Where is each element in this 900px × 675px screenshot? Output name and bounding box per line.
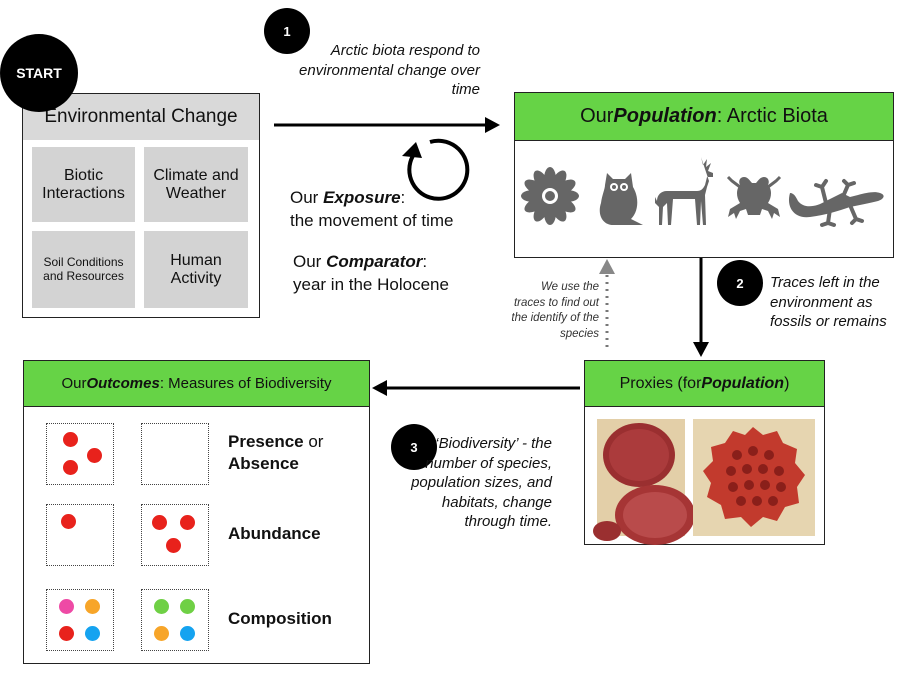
proxies-box: Proxies (for Population) <box>584 360 825 545</box>
comparator-desc: year in the Holocene <box>293 274 449 294</box>
start-label: START <box>16 65 62 81</box>
population-title: Our Population: Arctic Biota <box>515 93 893 141</box>
exposure-term: Exposure <box>323 188 401 207</box>
cell-soil-conditions: Soil Conditions and Resources <box>32 231 135 308</box>
step-number: 2 <box>736 275 744 291</box>
comparator-term: Comparator <box>326 252 423 271</box>
population-box: Our Population: Arctic Biota <box>514 92 894 258</box>
composition-label: Composition <box>228 609 332 628</box>
cell-human-activity: Human Activity <box>144 231 248 308</box>
cell-climate-weather: Climate and Weather <box>144 147 248 222</box>
exposure-desc: the movement of time <box>290 210 454 230</box>
composition-sample-1 <box>46 589 114 651</box>
step-3-badge: 3 <box>391 424 437 470</box>
presence-sample <box>46 423 114 485</box>
red-dot <box>63 432 78 447</box>
exposure-label: Our Exposure: the movement of time <box>290 187 453 233</box>
step-number: 3 <box>410 439 418 455</box>
red-dot <box>59 626 74 641</box>
cell-label: Human Activity <box>170 251 222 287</box>
orange-dot <box>154 626 169 641</box>
proxies-title: Proxies (for Population) <box>585 361 824 407</box>
step-2-badge: 2 <box>717 260 763 306</box>
red-dot <box>63 460 78 475</box>
red-dot <box>166 538 181 553</box>
green-dot <box>154 599 169 614</box>
red-dot <box>87 448 102 463</box>
cell-label: Biotic Interactions <box>42 166 125 202</box>
step-number: 1 <box>283 23 291 39</box>
green-dot <box>180 599 195 614</box>
pollen-image-1 <box>593 419 695 545</box>
red-dot <box>152 515 167 530</box>
pollen-image-2 <box>693 419 815 536</box>
outcomes-title: Our Outcomes: Measures of Biodiversity <box>24 361 369 407</box>
abundance-low-sample <box>46 504 114 566</box>
cycle-arrow-icon <box>402 138 470 201</box>
flower-icon <box>521 167 579 225</box>
cell-label: Climate and Weather <box>153 166 239 202</box>
presence-absence-label: Presence or Absence <box>228 432 324 474</box>
absence-sample <box>141 423 209 485</box>
blue-dot <box>180 626 195 641</box>
cell-biotic-interactions: Biotic Interactions <box>32 147 135 222</box>
deer-icon <box>655 157 713 225</box>
red-dot <box>61 514 76 529</box>
comparator-label: Our Comparator: year in the Holocene <box>293 251 449 297</box>
step-1-text: Arctic biota respond to environmental ch… <box>299 42 480 98</box>
frog-icon <box>726 175 782 219</box>
trace-note: We use the traces to find out the identi… <box>511 281 599 340</box>
owl-icon <box>599 173 643 225</box>
pink-dot <box>59 599 74 614</box>
lizard-icon <box>788 179 884 227</box>
composition-sample-2 <box>141 589 209 651</box>
abundance-label: Abundance <box>228 524 321 543</box>
blue-dot <box>85 626 100 641</box>
outcomes-box: Our Outcomes: Measures of Biodiversity P… <box>23 360 370 664</box>
abundance-high-sample <box>141 504 209 566</box>
red-dot <box>180 515 195 530</box>
step-2-text: Traces left in the environment as fossil… <box>770 274 887 330</box>
start-badge: START <box>0 34 78 112</box>
step-3-text: ‘Biodiversity’ - the number of species, … <box>411 435 552 530</box>
environmental-change-box: Environmental Change Biotic Interactions… <box>22 93 260 318</box>
orange-dot <box>85 599 100 614</box>
step-1-badge: 1 <box>264 8 310 54</box>
cell-label: Soil Conditions and Resources <box>43 255 124 283</box>
